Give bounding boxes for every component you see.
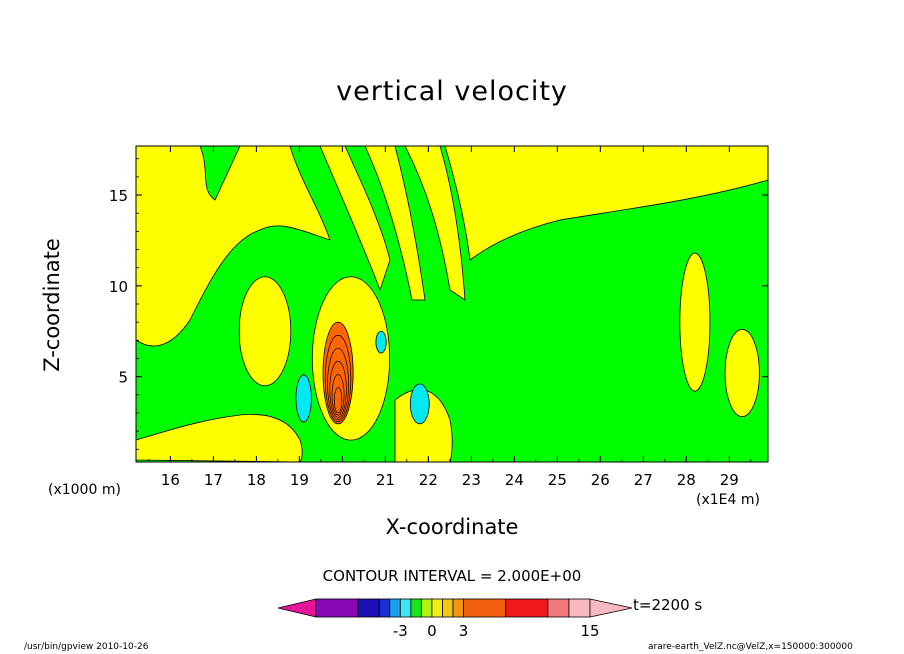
x-tick-label: 28 bbox=[677, 471, 696, 489]
x-tick-label: 25 bbox=[548, 471, 567, 489]
contour-region bbox=[679, 252, 711, 392]
colorbar-box bbox=[410, 598, 422, 618]
colorbar-tick-label: -3 bbox=[393, 622, 408, 640]
x-unit-right-label: (x1E4 m) bbox=[696, 492, 760, 508]
contour-line bbox=[327, 347, 349, 420]
contour-region bbox=[375, 330, 387, 354]
x-unit-left-label: (x1000 m) bbox=[48, 482, 121, 498]
colorbar-tick-label: 0 bbox=[427, 622, 437, 640]
colorbar-box bbox=[463, 598, 507, 618]
x-tick-label: 17 bbox=[204, 471, 223, 489]
colorbar-box bbox=[357, 598, 380, 618]
x-tick-label: 18 bbox=[247, 471, 266, 489]
contour-line bbox=[329, 361, 347, 418]
y-tick-label: 5 bbox=[118, 369, 128, 387]
colorbar-low-triangle bbox=[277, 598, 317, 618]
colorbar-high-triangle bbox=[589, 598, 633, 618]
contour-region bbox=[724, 329, 760, 417]
x-tick-label: 21 bbox=[376, 471, 395, 489]
colorbar-box bbox=[452, 598, 464, 618]
contour-region bbox=[238, 276, 292, 387]
chart-title: vertical velocity bbox=[336, 76, 568, 107]
y-tick-label: 15 bbox=[109, 187, 128, 205]
yellow-band-left bbox=[136, 146, 331, 347]
colorbar-tick-label: 15 bbox=[580, 622, 599, 640]
colorbar-tick-label: 3 bbox=[459, 622, 469, 640]
contour-interval-label: CONTOUR INTERVAL = 2.000E+00 bbox=[322, 567, 582, 585]
contour-region bbox=[409, 383, 430, 425]
colorbar-box bbox=[547, 598, 570, 618]
x-tick-label: 20 bbox=[333, 471, 352, 489]
contour-region bbox=[322, 321, 354, 425]
x-axis-label: X-coordinate bbox=[385, 515, 519, 539]
contour-line bbox=[333, 387, 343, 414]
time-label: t=2200 s bbox=[633, 596, 703, 614]
y-tick-label: 10 bbox=[109, 278, 128, 296]
x-tick-label: 22 bbox=[419, 471, 438, 489]
x-tick-label: 16 bbox=[161, 471, 180, 489]
x-tick-label: 19 bbox=[290, 471, 309, 489]
x-tick-label: 27 bbox=[634, 471, 653, 489]
contour-stripes bbox=[136, 146, 768, 462]
colorbar-box bbox=[389, 598, 401, 618]
contour-line bbox=[324, 334, 352, 423]
colorbar-box bbox=[420, 598, 433, 618]
yellow-band-3 bbox=[404, 146, 466, 301]
x-tick-label: 24 bbox=[505, 471, 524, 489]
colorbar-box bbox=[399, 598, 412, 618]
footer-source: arare-earth_VelZ.nc@VelZ,x=150000:300000 bbox=[648, 642, 853, 652]
yellow-band-1 bbox=[319, 146, 391, 292]
yellow-band-2 bbox=[364, 146, 426, 301]
x-tick-label: 26 bbox=[591, 471, 610, 489]
contour-line bbox=[331, 374, 345, 416]
colorbar-box bbox=[442, 598, 454, 618]
colorbar-box bbox=[378, 598, 391, 618]
yellow-band-bottom-left bbox=[136, 414, 303, 462]
yellow-band-top bbox=[444, 146, 768, 261]
footer-command: /usr/bin/gpview 2010-10-26 bbox=[24, 642, 149, 652]
contour-region bbox=[295, 374, 312, 423]
colorbar-box bbox=[505, 598, 549, 618]
colorbar-box bbox=[568, 598, 591, 618]
colorbar-box bbox=[315, 598, 359, 618]
x-tick-label: 29 bbox=[720, 471, 739, 489]
colorbar-box bbox=[431, 598, 443, 618]
x-tick-label: 23 bbox=[462, 471, 481, 489]
